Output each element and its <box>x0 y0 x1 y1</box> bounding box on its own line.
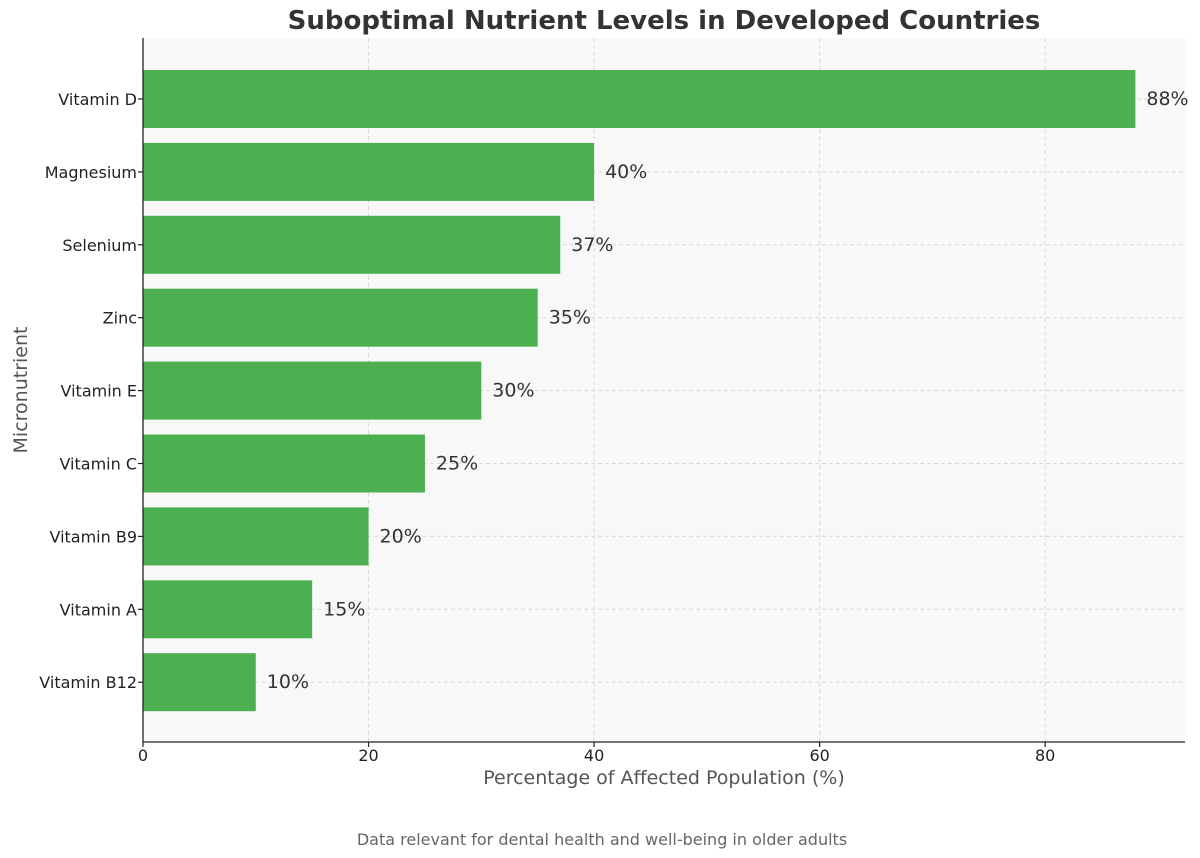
bar <box>143 434 425 493</box>
bar <box>143 70 1136 128</box>
y-axis-label: Micronutrient <box>10 327 32 454</box>
x-axis-label: Percentage of Affected Population (%) <box>483 767 844 789</box>
y-tick-label: Vitamin D <box>58 90 137 109</box>
bar <box>143 288 538 347</box>
chart-title: Suboptimal Nutrient Levels in Developed … <box>288 6 1041 36</box>
bar <box>143 142 595 201</box>
x-tick-label: 40 <box>584 746 604 765</box>
bar <box>143 653 256 712</box>
y-tick-label: Vitamin A <box>60 600 137 619</box>
data-label: 88% <box>1146 88 1188 110</box>
bars: 88% 40% 37% 35% 30% 25% 20% 15% 10% <box>143 70 1189 712</box>
x-tick-label: 60 <box>809 746 829 765</box>
footnote: Data relevant for dental health and well… <box>357 830 847 849</box>
data-label: 37% <box>571 234 613 256</box>
y-tick-label: Vitamin B12 <box>39 673 137 692</box>
ticks: 0 20 40 60 80 Vitamin D Magnesium Selenium Zinc V… <box>39 90 1055 765</box>
data-label: 20% <box>380 525 422 547</box>
x-tick-label: 20 <box>358 746 378 765</box>
bar <box>143 580 313 639</box>
data-label: 30% <box>492 380 534 402</box>
y-tick-label: Vitamin C <box>59 455 137 474</box>
data-label: 15% <box>323 598 365 620</box>
data-label: 35% <box>549 307 591 329</box>
y-tick-label: Zinc <box>103 309 137 328</box>
data-label: 40% <box>605 161 647 183</box>
x-tick-label: 80 <box>1035 746 1055 765</box>
bar <box>143 361 482 420</box>
y-tick-label: Vitamin E <box>61 382 137 401</box>
y-tick-label: Magnesium <box>45 163 137 182</box>
y-tick-label: Vitamin B9 <box>49 527 137 546</box>
data-label: 10% <box>267 671 309 693</box>
y-tick-label: Selenium <box>62 236 137 255</box>
data-label: 25% <box>436 453 478 475</box>
bar <box>143 215 561 274</box>
bar <box>143 507 369 566</box>
x-tick-label: 0 <box>138 746 148 765</box>
